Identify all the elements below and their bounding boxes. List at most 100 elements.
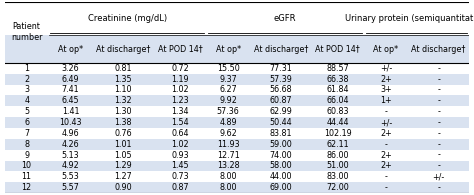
Text: -: -	[437, 75, 440, 84]
Text: 1.05: 1.05	[114, 151, 132, 160]
Text: 62.11: 62.11	[327, 140, 349, 149]
Text: 8: 8	[24, 140, 29, 149]
Text: 4.89: 4.89	[219, 118, 237, 127]
Text: -: -	[437, 96, 440, 105]
Text: 6.27: 6.27	[219, 85, 237, 95]
Text: 5: 5	[24, 107, 29, 116]
Text: 0.87: 0.87	[171, 183, 189, 192]
Text: 1.27: 1.27	[114, 172, 132, 181]
Text: -: -	[384, 183, 387, 192]
Text: 1.23: 1.23	[171, 96, 189, 105]
Text: 77.31: 77.31	[269, 64, 292, 73]
Text: At POD 14†: At POD 14†	[315, 45, 360, 54]
Text: 0.81: 0.81	[114, 64, 132, 73]
Text: 9.92: 9.92	[219, 96, 237, 105]
Text: 3.26: 3.26	[62, 64, 79, 73]
Text: -: -	[437, 129, 440, 138]
Text: 4.92: 4.92	[62, 161, 79, 170]
Text: 60.83: 60.83	[327, 107, 349, 116]
Text: At POD 14†: At POD 14†	[158, 45, 202, 54]
Text: 56.68: 56.68	[270, 85, 292, 95]
Text: 1.29: 1.29	[114, 161, 132, 170]
Text: 12: 12	[22, 183, 32, 192]
Text: 6.49: 6.49	[62, 75, 79, 84]
Text: At op*: At op*	[216, 45, 241, 54]
Text: 0.90: 0.90	[114, 183, 132, 192]
Text: 66.04: 66.04	[327, 96, 349, 105]
Text: 8.00: 8.00	[219, 183, 237, 192]
Text: 59.00: 59.00	[269, 140, 292, 149]
Text: -: -	[437, 183, 440, 192]
Text: 2+: 2+	[380, 75, 392, 84]
Text: -: -	[437, 85, 440, 95]
Text: 0.73: 0.73	[171, 172, 189, 181]
Text: At discharge†: At discharge†	[96, 45, 150, 54]
Text: 11: 11	[22, 172, 32, 181]
Text: 2+: 2+	[380, 129, 392, 138]
Text: 1: 1	[24, 64, 29, 73]
Text: 2+: 2+	[380, 161, 392, 170]
Text: 13.28: 13.28	[217, 161, 239, 170]
Text: -: -	[437, 151, 440, 160]
Text: -: -	[437, 64, 440, 73]
Text: 0.72: 0.72	[171, 64, 189, 73]
Text: -: -	[437, 107, 440, 116]
Text: 1.02: 1.02	[171, 140, 189, 149]
Text: At op*: At op*	[58, 45, 83, 54]
Text: 1.34: 1.34	[171, 107, 189, 116]
Text: 7.41: 7.41	[62, 85, 79, 95]
Text: 2+: 2+	[380, 151, 392, 160]
Text: +/-: +/-	[380, 118, 392, 127]
Text: -: -	[437, 140, 440, 149]
Text: 10.43: 10.43	[59, 118, 82, 127]
Text: -: -	[384, 140, 387, 149]
Text: 1.38: 1.38	[114, 118, 132, 127]
Text: 1.45: 1.45	[171, 161, 189, 170]
Text: At discharge†: At discharge†	[254, 45, 308, 54]
Text: 10: 10	[22, 161, 32, 170]
Text: Urinary protein (semiquantitative): Urinary protein (semiquantitative)	[345, 14, 474, 23]
Text: 8.00: 8.00	[219, 172, 237, 181]
Text: -: -	[437, 161, 440, 170]
Text: 1.19: 1.19	[171, 75, 189, 84]
Text: 1.30: 1.30	[114, 107, 132, 116]
Text: +/-: +/-	[380, 64, 392, 73]
Text: 1.41: 1.41	[62, 107, 79, 116]
Text: 51.00: 51.00	[327, 161, 349, 170]
Text: 1.35: 1.35	[114, 75, 132, 84]
Text: 0.93: 0.93	[171, 151, 189, 160]
Text: 5.13: 5.13	[62, 151, 79, 160]
Text: 50.44: 50.44	[270, 118, 292, 127]
Text: 3+: 3+	[380, 85, 392, 95]
Text: Creatinine (mg/dL): Creatinine (mg/dL)	[88, 14, 167, 23]
Text: 86.00: 86.00	[327, 151, 349, 160]
Text: +/-: +/-	[432, 172, 445, 181]
Text: -: -	[384, 172, 387, 181]
Text: 1.32: 1.32	[114, 96, 132, 105]
Text: 72.00: 72.00	[327, 183, 349, 192]
Bar	[5, 160, 469, 171]
Text: 4.96: 4.96	[62, 129, 79, 138]
Text: 4: 4	[24, 96, 29, 105]
Text: At op*: At op*	[374, 45, 399, 54]
Text: 66.38: 66.38	[327, 75, 349, 84]
Text: 3: 3	[24, 85, 29, 95]
Text: 6.45: 6.45	[62, 96, 79, 105]
Text: Patient
number: Patient number	[11, 22, 42, 43]
Bar	[5, 95, 469, 106]
Text: 12.71: 12.71	[217, 151, 240, 160]
Bar	[5, 35, 469, 63]
Text: 0.76: 0.76	[114, 129, 132, 138]
Bar	[5, 74, 469, 85]
Text: 11.93: 11.93	[217, 140, 239, 149]
Text: 15.50: 15.50	[217, 64, 240, 73]
Text: 7: 7	[24, 129, 29, 138]
Text: -: -	[384, 107, 387, 116]
Text: eGFR: eGFR	[274, 14, 296, 23]
Text: 1.02: 1.02	[171, 85, 189, 95]
Text: 4.26: 4.26	[62, 140, 79, 149]
Text: 62.99: 62.99	[269, 107, 292, 116]
Text: 102.19: 102.19	[324, 129, 352, 138]
Text: 60.87: 60.87	[270, 96, 292, 105]
Text: 44.00: 44.00	[270, 172, 292, 181]
